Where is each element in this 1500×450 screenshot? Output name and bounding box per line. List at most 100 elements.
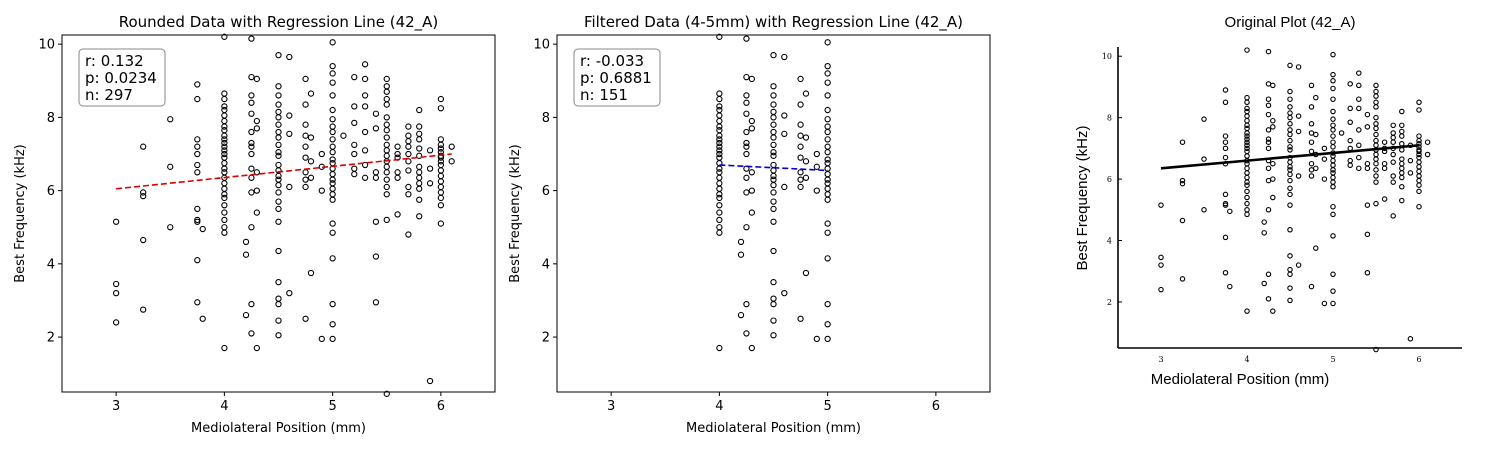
data-point	[1416, 173, 1422, 179]
data-point	[1347, 81, 1353, 87]
data-point	[1244, 117, 1250, 124]
data-point	[1308, 160, 1315, 167]
data-point	[248, 35, 255, 42]
data-point	[1399, 174, 1405, 181]
data-point	[1244, 153, 1250, 159]
data-point	[318, 187, 325, 194]
data-point	[221, 185, 228, 192]
data-point	[1373, 99, 1379, 106]
data-point	[221, 127, 228, 134]
data-point	[221, 180, 228, 187]
data-point	[1364, 160, 1371, 167]
y-tick-label: 10	[38, 38, 55, 53]
data-point	[1308, 130, 1315, 136]
data-point	[405, 132, 412, 139]
data-point	[716, 209, 723, 216]
data-point	[1399, 160, 1405, 167]
data-point	[275, 181, 282, 189]
data-point	[416, 196, 423, 203]
data-point	[1373, 151, 1379, 158]
data-point	[437, 161, 445, 169]
data-point	[286, 112, 293, 119]
data-point	[743, 174, 750, 181]
data-point	[1308, 148, 1315, 155]
data-point	[253, 125, 260, 132]
data-point	[383, 88, 390, 95]
data-point	[824, 62, 831, 70]
data-point	[1373, 82, 1379, 89]
data-point	[329, 62, 336, 70]
data-point	[221, 123, 228, 130]
data-point	[140, 189, 147, 196]
data-point	[221, 169, 228, 176]
data-point	[1416, 177, 1422, 184]
data-point	[748, 187, 755, 194]
data-point	[437, 183, 445, 191]
data-point	[1416, 203, 1422, 210]
data-point	[1295, 64, 1302, 70]
data-point	[1330, 96, 1336, 102]
data-point	[1179, 139, 1186, 145]
data-point	[1244, 94, 1250, 101]
data-point	[770, 51, 777, 59]
data-point	[194, 150, 201, 158]
data-point	[1287, 227, 1293, 233]
data-point	[716, 90, 723, 97]
data-point	[248, 189, 255, 196]
data-point	[1308, 121, 1315, 127]
data-point	[372, 110, 380, 117]
data-point	[716, 147, 723, 154]
data-point	[1265, 48, 1272, 55]
data-point	[1313, 131, 1319, 138]
data-point	[1321, 145, 1328, 152]
y-tick-label: 8	[542, 111, 550, 126]
data-point	[194, 299, 201, 306]
data-point	[383, 127, 390, 134]
data-point	[1222, 269, 1229, 276]
data-point	[194, 205, 201, 213]
data-point	[1287, 159, 1293, 165]
data-point	[248, 174, 255, 181]
data-point	[329, 156, 336, 163]
data-point	[1364, 124, 1371, 130]
data-point	[716, 174, 723, 181]
data-point	[1330, 78, 1336, 84]
data-point	[1244, 142, 1250, 149]
data-point	[770, 121, 777, 128]
data-point	[1287, 137, 1293, 144]
data-point	[1244, 179, 1250, 185]
data-point	[1330, 300, 1336, 307]
data-point	[1287, 167, 1293, 173]
data-point	[248, 143, 255, 150]
data-point	[1330, 170, 1336, 176]
data-point	[361, 147, 369, 154]
data-point	[1399, 108, 1405, 115]
data-point	[797, 183, 804, 191]
data-point	[1390, 179, 1396, 185]
data-point	[167, 224, 174, 231]
data-point	[383, 147, 390, 154]
data-point	[1265, 111, 1272, 118]
data-point	[1424, 139, 1431, 145]
data-point	[275, 114, 282, 121]
data-point	[1321, 156, 1328, 162]
data-point	[286, 183, 293, 191]
data-point	[716, 216, 723, 224]
data-point	[716, 194, 723, 202]
plot-frame	[61, 34, 496, 393]
data-point	[383, 121, 390, 128]
data-point	[221, 143, 228, 150]
data-point	[1244, 125, 1250, 132]
x-axis-label: Mediolateral Position (mm)	[1151, 371, 1329, 388]
data-point	[329, 191, 336, 198]
data-point	[383, 141, 390, 148]
data-point	[405, 123, 412, 130]
data-point	[1330, 179, 1336, 185]
data-point	[802, 134, 810, 141]
data-point	[1330, 127, 1336, 133]
data-point	[1381, 148, 1388, 155]
data-point	[802, 90, 810, 97]
data-point	[329, 149, 336, 156]
data-point	[1287, 127, 1293, 133]
data-point	[318, 335, 325, 343]
